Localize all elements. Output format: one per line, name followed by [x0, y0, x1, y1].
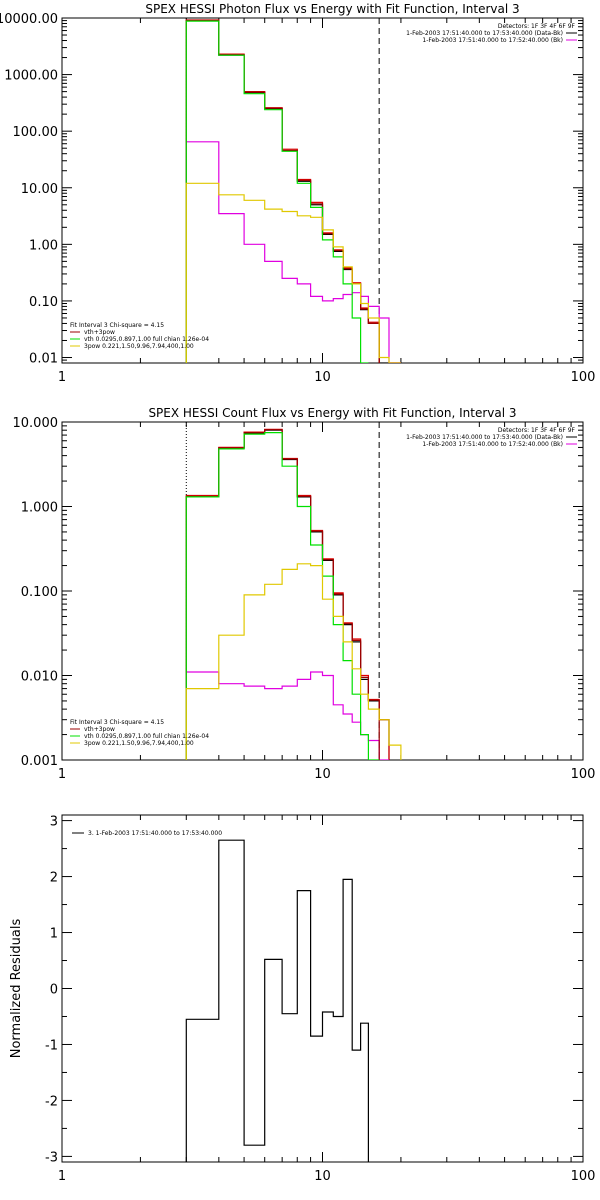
y-tick-label: -2 [45, 1094, 58, 1109]
legend-entry: vth+3pow [84, 726, 115, 733]
x-tick-label: 1 [58, 767, 66, 782]
legend-detectors: Detectors: 1F 3F 4F 6F 9F [498, 23, 576, 30]
data-series-3 [185, 141, 401, 363]
y-tick-label: 0.100 [21, 585, 58, 600]
x-tick-label: 10 [314, 370, 331, 385]
y-tick-label: 0 [50, 983, 58, 998]
legend-fit-title: Fit Interval 3 Chi-square = 4.15 [70, 719, 164, 726]
data-series-2 [185, 428, 390, 760]
y-tick-label: 10.000 [13, 416, 59, 431]
x-tick-label: 100 [571, 370, 596, 385]
y-axis-label: Normalized Residuals [9, 919, 24, 1059]
plot-frame-3 [61, 814, 584, 1163]
legend-entry: 1-Feb-2003 17:51:40.000 to 17:52:40.000 … [422, 37, 563, 44]
y-tick-label: 1.000 [21, 501, 58, 516]
y-tick-label: 1.00 [29, 238, 58, 253]
legend-entry: vth 0.0295,0.897,1.00 full chian 1.26e-0… [84, 336, 209, 343]
legend-entry: 3pow 0.221,1.50,9.96,7.94,400,1.00 [84, 740, 194, 747]
series-group-3 [185, 839, 369, 1162]
x-tick-label: 1 [58, 370, 66, 385]
legend-entry: 1-Feb-2003 17:51:40.000 to 17:53:40.000 … [406, 434, 563, 441]
data-series-5 [185, 20, 369, 363]
y-tick-label: -3 [45, 1150, 58, 1165]
legend-fit-title: Fit Interval 3 Chi-square = 4.15 [70, 322, 164, 329]
y-tick-label: 0.010 [21, 670, 58, 685]
y-tick-label: 3 [50, 815, 58, 830]
chart-title-1: SPEX HESSI Photon Flux vs Energy with Fi… [145, 2, 519, 16]
data-series-4 [185, 19, 380, 363]
x-tick-label: 10 [314, 1169, 331, 1184]
data-series-3 [185, 671, 389, 760]
y-tick-label: 0.01 [29, 352, 58, 367]
y-tick-label: 2 [50, 871, 58, 886]
x-tick-label: 100 [571, 1169, 596, 1184]
x-tick-label: 100 [571, 767, 596, 782]
legend-entry: vth 0.0295,0.897,1.00 full chian 1.26e-0… [84, 733, 209, 740]
y-tick-label: 10000.00 [0, 12, 58, 27]
legend-entry: 3. 1-Feb-2003 17:51:40.000 to 17:53:40.0… [88, 830, 222, 837]
data-series-6 [185, 563, 402, 760]
series-group-1 [185, 19, 401, 363]
x-tick-label: 1 [58, 1169, 66, 1184]
series-group-2 [185, 428, 402, 760]
legend-entry: 3pow 0.221,1.50,9.96,7.94,400,1.00 [84, 343, 194, 350]
y-tick-label: -1 [45, 1038, 58, 1053]
y-tick-label: 100.00 [13, 125, 59, 140]
y-tick-label: 1000.00 [4, 69, 58, 84]
data-series-6 [185, 182, 401, 363]
y-tick-label: 0.10 [29, 295, 58, 310]
data-series-1 [185, 839, 369, 1162]
data-series-5 [185, 432, 380, 760]
data-series-4 [185, 429, 380, 760]
y-tick-label: 1 [50, 927, 58, 942]
legend-entry: vth+3pow [84, 329, 115, 336]
chart-title-2: SPEX HESSI Count Flux vs Energy with Fit… [148, 406, 516, 420]
x-tick-label: 10 [314, 767, 331, 782]
legend-entry: 1-Feb-2003 17:51:40.000 to 17:52:40.000 … [422, 441, 563, 448]
data-series-1 [185, 429, 390, 760]
plot-frame-1 [61, 17, 584, 364]
y-tick-label: 0.001 [21, 754, 58, 769]
legend-entry: 1-Feb-2003 17:51:40.000 to 17:53:40.000 … [406, 30, 563, 37]
legend-detectors: Detectors: 1F 3F 4F 6F 9F [498, 427, 576, 434]
y-tick-label: 10.00 [21, 182, 58, 197]
